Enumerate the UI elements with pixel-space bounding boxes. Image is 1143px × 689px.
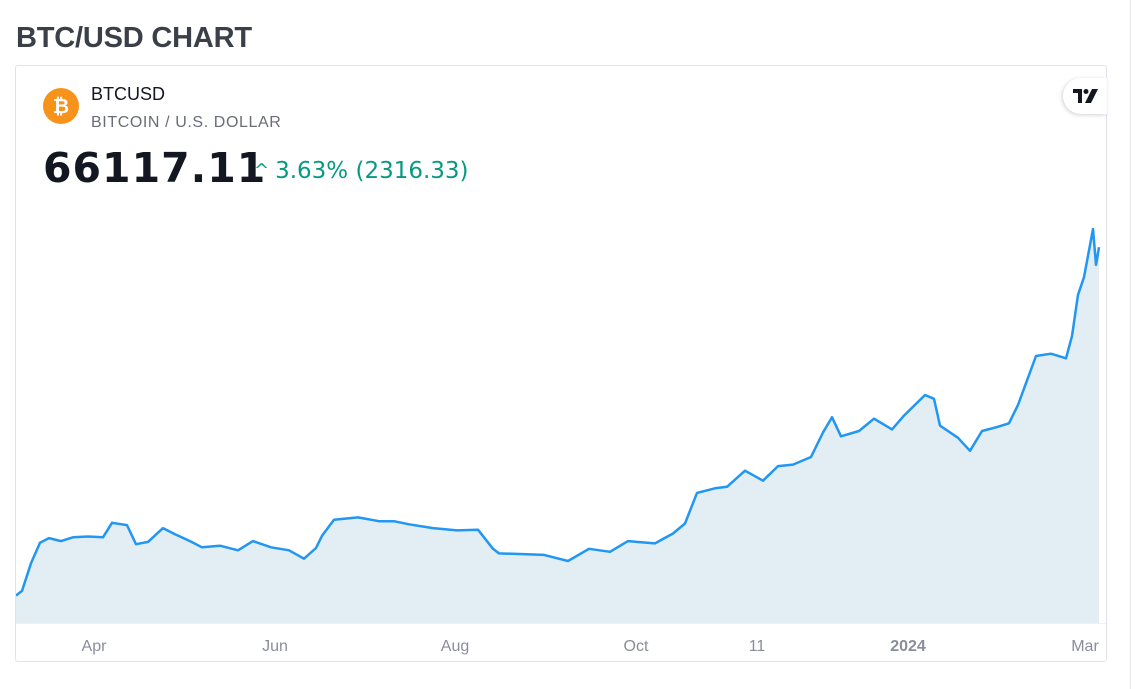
last-price: 66117.11 (43, 144, 267, 192)
tradingview-logo-icon[interactable] (1063, 78, 1107, 114)
x-tick-label: Aug (441, 638, 469, 655)
change-value: 3.63% (2316.33) (275, 158, 469, 184)
chart-widget[interactable]: ₿ BTCUSD BITCOIN / U.S. DOLLAR 66117.11 … (15, 65, 1107, 662)
price-line (16, 227, 1101, 597)
x-tick-label: 11 (749, 638, 766, 655)
x-tick-label: Oct (624, 638, 649, 655)
x-tick-label: Mar (1071, 638, 1099, 655)
change-up-arrow-icon: ^ (254, 160, 270, 181)
price-chart[interactable]: Apr Jun Aug Oct 11 2024 Mar (16, 66, 1106, 661)
symbol-label[interactable]: BTCUSD (91, 84, 166, 104)
symbol-description: BITCOIN / U.S. DOLLAR (91, 114, 282, 131)
bitcoin-icon: ₿ (43, 88, 79, 124)
price-change: ^ 3.63% (2316.33) (254, 158, 469, 184)
page-title: BTC/USD CHART (16, 22, 252, 54)
price-area-fill (16, 229, 1099, 623)
tradingview-logo-glyph (1073, 89, 1098, 103)
x-tick-label: 2024 (890, 638, 926, 655)
x-tick-label: Jun (262, 638, 288, 655)
right-divider (1130, 0, 1131, 689)
x-tick-label: Apr (82, 638, 108, 655)
